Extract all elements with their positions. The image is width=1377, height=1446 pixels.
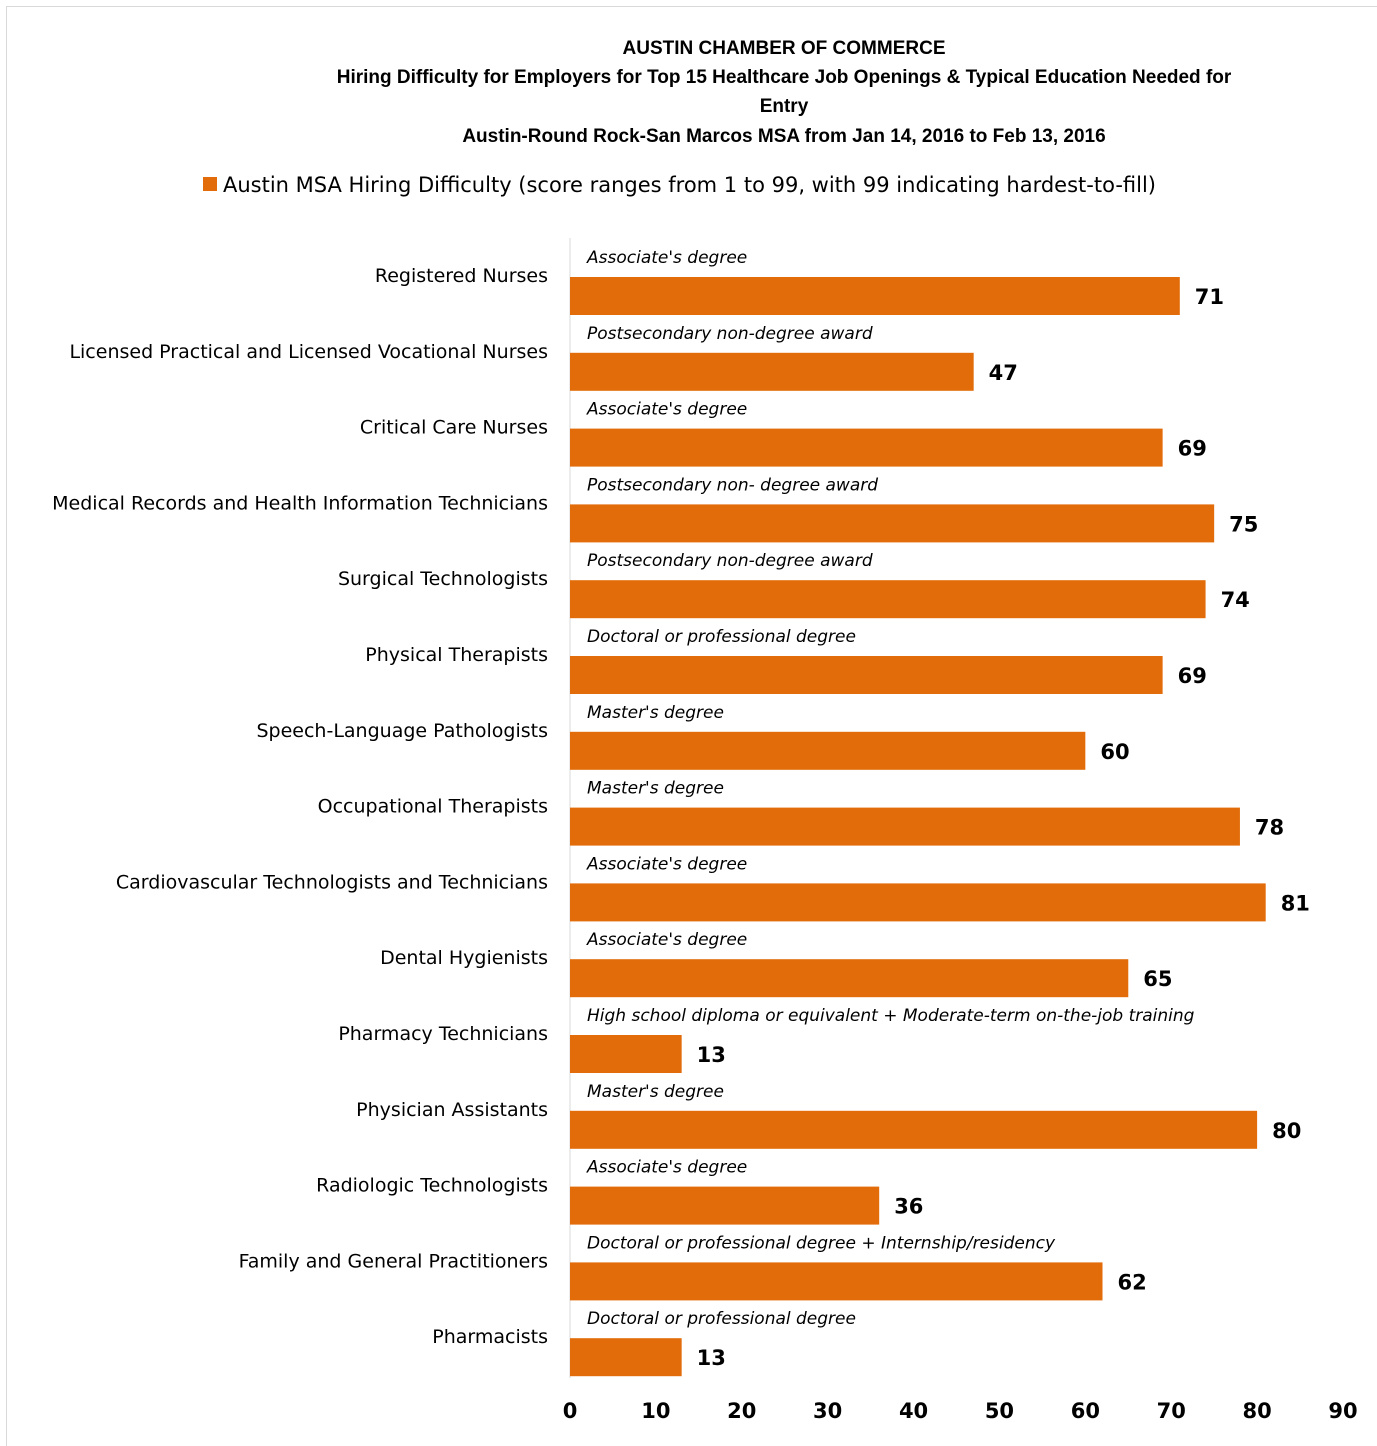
bar [570, 1338, 682, 1377]
education-annotation: Postsecondary non-degree award [587, 324, 873, 344]
title-line-2: Hiring Difficulty for Employers for Top … [337, 67, 1232, 88]
value-label: 81 [1281, 891, 1310, 915]
value-label: 80 [1272, 1119, 1301, 1143]
chart-title: AUSTIN CHAMBER OF COMMERCE Hiring Difficu… [337, 38, 1232, 147]
category-label: Pharmacy Technicians [338, 1023, 548, 1045]
education-annotation: Associate's degree [586, 930, 747, 950]
bar [570, 1035, 682, 1073]
education-annotation: Associate's degree [586, 400, 747, 420]
legend-label: Austin MSA Hiring Difficulty (score rang… [223, 173, 1156, 197]
x-tick-label: 10 [641, 1399, 670, 1423]
title-line-4: Austin-Round Rock-San Marcos MSA from Ja… [462, 126, 1105, 147]
education-annotation: Master's degree [587, 779, 724, 799]
bar [570, 1262, 1103, 1301]
education-annotation: High school diploma or equivalent + Mode… [587, 1006, 1195, 1026]
education-annotation: Doctoral or professional degree + Intern… [587, 1233, 1056, 1253]
category-label: Registered Nurses [375, 265, 548, 287]
x-axis-ticks: 0 10 20 30 40 50 60 70 80 90 [563, 1399, 1358, 1423]
bar [570, 883, 1266, 922]
title-line-1: AUSTIN CHAMBER OF COMMERCE [623, 38, 946, 59]
value-label: 78 [1255, 816, 1284, 840]
bar [570, 352, 974, 391]
x-tick-label: 70 [1157, 1399, 1186, 1423]
value-label: 69 [1178, 437, 1207, 461]
education-annotation: Doctoral or professional degree [587, 1309, 856, 1329]
value-label: 13 [697, 1043, 726, 1067]
x-tick-label: 50 [985, 1399, 1014, 1423]
value-label: 71 [1195, 285, 1224, 309]
category-label: Physician Assistants [356, 1099, 548, 1121]
x-tick-label: 80 [1242, 1399, 1271, 1423]
bar [570, 731, 1086, 770]
x-tick-label: 0 [563, 1399, 578, 1423]
bar [570, 277, 1180, 315]
category-label: Critical Care Nurses [360, 417, 548, 439]
value-label: 47 [989, 361, 1018, 385]
bar [570, 807, 1240, 846]
bar [570, 1186, 880, 1225]
title-line-3: Entry [760, 96, 809, 117]
x-tick-label: 40 [899, 1399, 928, 1423]
category-label: Occupational Therapists [318, 796, 548, 818]
bar [570, 959, 1129, 998]
value-label: 69 [1178, 664, 1207, 688]
bar [570, 1110, 1258, 1149]
education-annotation: Associate's degree [586, 854, 747, 874]
category-label: Cardiovascular Technologists and Technic… [116, 871, 548, 893]
x-tick-label: 20 [727, 1399, 756, 1423]
category-label: Medical Records and Health Information T… [52, 492, 548, 514]
bar [570, 656, 1163, 694]
legend-swatch [203, 177, 217, 191]
category-label: Speech-Language Pathologists [256, 720, 548, 742]
chart-frame [6, 6, 1377, 1446]
category-label: Pharmacists [432, 1326, 548, 1348]
category-label: Family and General Practitioners [239, 1250, 548, 1272]
value-label: 65 [1143, 967, 1172, 991]
value-label: 75 [1229, 512, 1258, 536]
value-label: 13 [697, 1346, 726, 1370]
education-annotation: Associate's degree [586, 248, 747, 268]
education-annotation: Postsecondary non- degree award [587, 475, 878, 495]
x-tick-label: 90 [1328, 1399, 1357, 1423]
value-label: 60 [1100, 740, 1129, 764]
bar [570, 580, 1206, 619]
education-annotation: Doctoral or professional degree [587, 627, 856, 647]
education-annotation: Master's degree [587, 703, 724, 723]
value-label: 74 [1221, 588, 1250, 612]
bars: Registered Nurses Associate's degree 71 Lic… [52, 248, 1310, 1377]
education-annotation: Postsecondary non-degree award [587, 551, 873, 571]
category-label: Surgical Technologists [338, 568, 548, 590]
category-label: Licensed Practical and Licensed Vocation… [69, 341, 548, 363]
bar [570, 428, 1163, 467]
education-annotation: Associate's degree [586, 1158, 747, 1178]
x-tick-label: 30 [813, 1399, 842, 1423]
value-label: 36 [894, 1195, 923, 1219]
bar [570, 504, 1215, 543]
value-label: 62 [1118, 1270, 1147, 1294]
category-label: Physical Therapists [365, 644, 548, 666]
education-annotation: Master's degree [587, 1082, 724, 1102]
legend: Austin MSA Hiring Difficulty (score rang… [203, 173, 1156, 197]
x-tick-label: 60 [1071, 1399, 1100, 1423]
category-label: Radiologic Technologists [316, 1175, 548, 1197]
category-label: Dental Hygienists [380, 947, 548, 969]
